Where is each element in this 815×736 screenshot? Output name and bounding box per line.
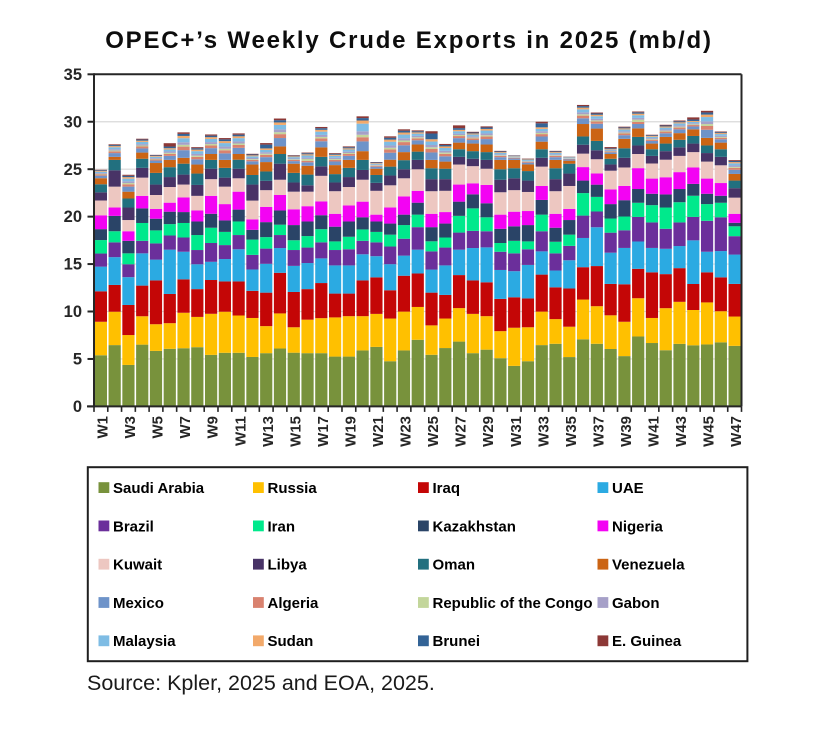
- svg-text:W37: W37: [590, 416, 607, 447]
- svg-text:W47: W47: [728, 416, 745, 447]
- svg-text:W39: W39: [618, 416, 635, 447]
- svg-text:W13: W13: [260, 416, 277, 447]
- svg-text:Malaysia: Malaysia: [113, 633, 176, 650]
- svg-text:W11: W11: [232, 416, 249, 446]
- svg-text:Iraq: Iraq: [433, 480, 461, 497]
- svg-text:5: 5: [73, 351, 82, 369]
- svg-text:W17: W17: [315, 416, 332, 447]
- svg-text:Saudi Arabia: Saudi Arabia: [113, 480, 205, 497]
- svg-text:Venezuela: Venezuela: [612, 557, 685, 574]
- svg-text:W25: W25: [425, 416, 442, 447]
- svg-text:0: 0: [73, 398, 82, 416]
- svg-text:W15: W15: [287, 416, 304, 447]
- svg-text:W31: W31: [508, 416, 525, 447]
- svg-text:Mexico: Mexico: [113, 595, 164, 612]
- svg-text:35: 35: [64, 66, 82, 84]
- svg-text:Gabon: Gabon: [612, 595, 660, 612]
- svg-text:E. Guinea: E. Guinea: [612, 633, 682, 650]
- svg-text:W23: W23: [398, 416, 415, 447]
- svg-text:15: 15: [64, 256, 82, 274]
- svg-text:Iran: Iran: [268, 518, 296, 535]
- svg-text:25: 25: [64, 161, 82, 179]
- svg-text:Algeria: Algeria: [268, 595, 320, 612]
- svg-text:Source: Kpler, 2025 and EOA, 2: Source: Kpler, 2025 and EOA, 2025.: [87, 671, 435, 695]
- svg-text:W41: W41: [646, 416, 663, 447]
- svg-text:W45: W45: [701, 416, 718, 447]
- svg-text:Nigeria: Nigeria: [612, 518, 664, 535]
- svg-text:UAE: UAE: [612, 480, 644, 497]
- svg-text:Republic of the Congo: Republic of the Congo: [433, 595, 593, 612]
- svg-text:W3: W3: [122, 416, 139, 439]
- svg-text:Brazil: Brazil: [113, 518, 154, 535]
- svg-text:Oman: Oman: [433, 557, 476, 574]
- svg-text:Brunei: Brunei: [433, 633, 481, 650]
- svg-text:20: 20: [64, 208, 82, 226]
- svg-text:OPEC+’s Weekly Crude Exports i: OPEC+’s Weekly Crude Exports in 2025 (mb…: [105, 27, 713, 54]
- svg-text:W9: W9: [205, 416, 222, 439]
- svg-text:W19: W19: [342, 416, 359, 447]
- svg-text:10: 10: [64, 303, 82, 321]
- svg-text:W5: W5: [150, 416, 167, 439]
- svg-text:W1: W1: [94, 416, 111, 439]
- svg-text:W7: W7: [177, 416, 194, 439]
- svg-text:Kuwait: Kuwait: [113, 557, 162, 574]
- svg-text:W21: W21: [370, 416, 387, 447]
- svg-text:Libya: Libya: [268, 557, 308, 574]
- svg-text:W29: W29: [480, 416, 497, 447]
- svg-text:W35: W35: [563, 416, 580, 447]
- svg-text:W27: W27: [453, 416, 470, 447]
- svg-text:Sudan: Sudan: [268, 633, 314, 650]
- svg-text:Kazakhstan: Kazakhstan: [433, 518, 516, 535]
- svg-text:W43: W43: [673, 416, 690, 447]
- svg-text:30: 30: [64, 113, 82, 131]
- svg-text:Russia: Russia: [268, 480, 318, 497]
- svg-text:W33: W33: [535, 416, 552, 447]
